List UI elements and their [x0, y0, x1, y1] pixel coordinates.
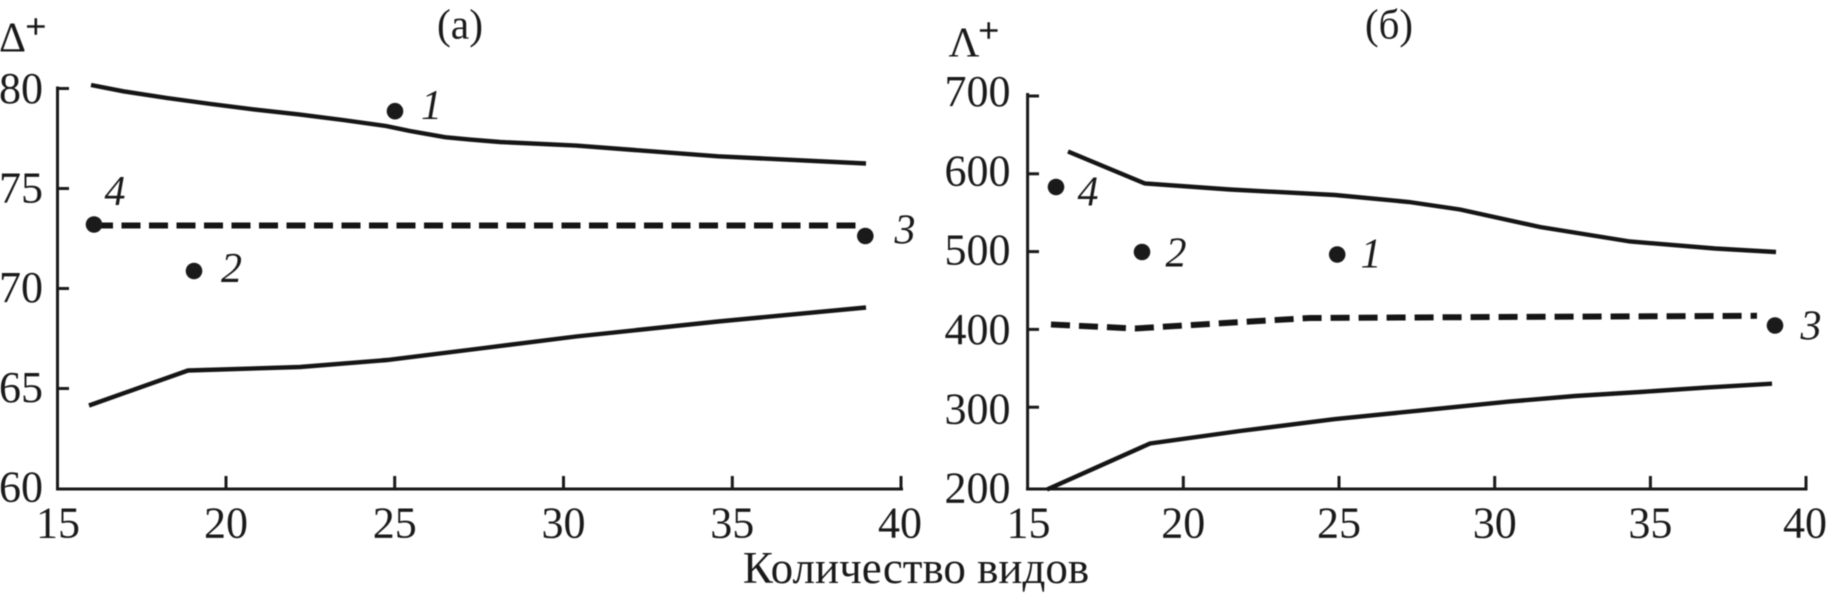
svg-text:40: 40 [1783, 499, 1827, 548]
svg-text:200: 200 [945, 464, 1011, 513]
svg-text:2: 2 [221, 246, 242, 292]
svg-text:20: 20 [204, 499, 248, 548]
svg-text:25: 25 [1317, 499, 1361, 548]
svg-text:4: 4 [105, 169, 126, 215]
svg-text:Δ: Δ [0, 16, 26, 62]
svg-text:40: 40 [878, 499, 922, 548]
svg-text:2: 2 [1166, 231, 1187, 277]
svg-text:Λ: Λ [949, 21, 981, 67]
svg-text:80: 80 [0, 64, 43, 113]
svg-text:65: 65 [0, 363, 43, 412]
svg-text:15: 15 [36, 499, 80, 548]
svg-text:15: 15 [1007, 499, 1051, 548]
svg-text:70: 70 [0, 263, 43, 312]
svg-text:(б): (б) [1365, 3, 1413, 49]
svg-text:60: 60 [0, 462, 43, 511]
svg-text:Количество видов: Количество видов [743, 543, 1089, 593]
svg-text:1: 1 [421, 83, 442, 129]
svg-text:20: 20 [1161, 499, 1205, 548]
svg-text:75: 75 [0, 164, 43, 213]
svg-text:700: 700 [945, 67, 1011, 116]
svg-text:35: 35 [710, 499, 754, 548]
svg-text:1: 1 [1361, 232, 1382, 278]
svg-text:35: 35 [1628, 499, 1672, 548]
svg-text:30: 30 [1473, 499, 1517, 548]
svg-text:400: 400 [945, 305, 1011, 354]
svg-text:25: 25 [373, 499, 417, 548]
svg-text:300: 300 [945, 384, 1011, 433]
svg-text:(а): (а) [437, 3, 483, 49]
svg-text:600: 600 [945, 146, 1011, 195]
svg-text:3: 3 [894, 208, 916, 254]
svg-text:500: 500 [945, 226, 1011, 275]
svg-text:4: 4 [1078, 170, 1099, 216]
svg-text:30: 30 [542, 499, 586, 548]
svg-text:3: 3 [1800, 304, 1822, 350]
